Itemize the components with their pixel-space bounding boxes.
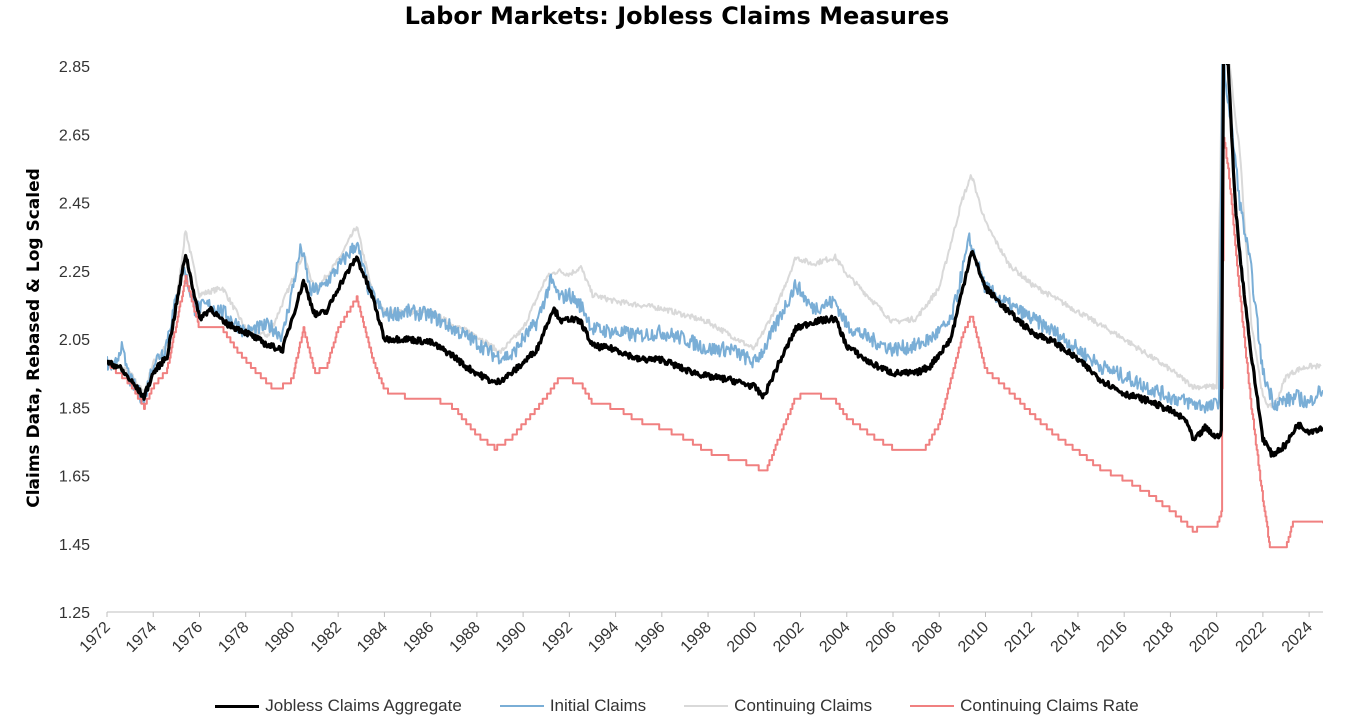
x-tick-label: 2012: [1001, 619, 1038, 656]
y-tick-label: 2.45: [59, 196, 90, 213]
series-line-continuing-claims-rate: [107, 136, 1323, 549]
legend-item: Initial Claims: [499, 696, 647, 716]
legend-swatch: [215, 704, 260, 708]
y-tick-label: 1.85: [59, 400, 90, 417]
series-line-continuing-claims: [107, 64, 1322, 409]
x-tick-label: 1984: [354, 619, 391, 656]
legend-item: Continuing Claims: [684, 696, 872, 716]
legend-swatch: [910, 705, 955, 707]
x-tick-label: 2018: [1140, 619, 1177, 656]
x-axis: 1972 1974 1976 1978 1980 1982 1984 1986 1988 1990…: [77, 611, 1323, 656]
x-tick-label: 2022: [1233, 619, 1270, 656]
series-layer: [107, 64, 1323, 549]
legend: Jobless Claims Aggregate Initial Claims Co…: [0, 696, 1354, 716]
y-tick-label: 2.85: [59, 59, 90, 76]
series-line-jobless-claims-aggregate: [107, 64, 1323, 458]
x-tick-label: 2020: [1186, 619, 1223, 656]
legend-swatch: [684, 705, 729, 707]
legend-label: Continuing Claims Rate: [960, 696, 1139, 715]
x-tick-label: 2010: [955, 619, 992, 656]
x-tick-label: 1992: [539, 619, 576, 656]
x-tick-label: 1980: [262, 619, 299, 656]
x-tick-label: 1994: [585, 619, 622, 656]
x-tick-label: 2002: [770, 619, 807, 656]
x-tick-label: 1974: [123, 619, 160, 656]
x-tick-label: 2014: [1048, 619, 1085, 656]
x-tick-label: 2024: [1279, 619, 1316, 656]
x-tick-label: 1996: [631, 619, 668, 656]
x-tick-label: 1976: [169, 619, 206, 656]
x-tick-label: 1972: [77, 619, 114, 656]
x-tick-label: 2006: [863, 619, 900, 656]
legend-item: Jobless Claims Aggregate: [215, 696, 462, 716]
legend-label: Initial Claims: [549, 696, 647, 715]
legend-item: Continuing Claims Rate: [910, 696, 1139, 716]
y-tick-label: 1.65: [59, 469, 90, 486]
legend-label: Continuing Claims: [734, 696, 873, 715]
x-tick-label: 2008: [909, 619, 946, 656]
legend-swatch: [499, 705, 544, 707]
x-tick-label: 1986: [400, 619, 437, 656]
x-tick-label: 1998: [678, 619, 715, 656]
x-tick-label: 1990: [493, 619, 530, 656]
y-tick-label: 2.05: [59, 332, 90, 349]
x-tick-label: 2004: [816, 619, 853, 656]
y-axis-label: Claims Data, Rebased & Log Scaled: [24, 168, 44, 508]
y-tick-label: 2.65: [59, 127, 90, 144]
y-tick-label: 2.25: [59, 264, 90, 281]
y-axis-ticks: 2.85 2.65 2.45 2.25 2.05 1.85 1.65 1.45 1.25: [59, 59, 90, 622]
x-tick-label: 1978: [215, 619, 252, 656]
x-tick-label: 2000: [724, 619, 761, 656]
x-tick-label: 1988: [447, 619, 484, 656]
x-tick-label: 1982: [308, 619, 345, 656]
chart-title: Labor Markets: Jobless Claims Measures: [404, 2, 950, 30]
x-tick-label: 2016: [1094, 619, 1131, 656]
y-tick-label: 1.25: [59, 605, 90, 622]
y-tick-label: 1.45: [59, 537, 90, 554]
legend-label: Jobless Claims Aggregate: [265, 696, 462, 715]
series-line-initial-claims: [107, 64, 1323, 414]
